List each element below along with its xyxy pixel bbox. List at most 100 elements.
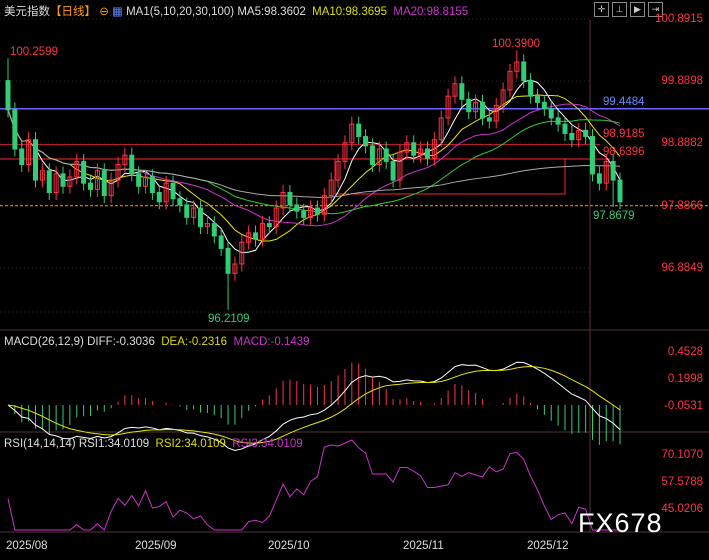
candle [397,151,403,181]
candle [129,154,135,175]
fit-icon[interactable]: ⊥ [612,2,627,17]
candle [576,129,582,141]
annotation-high-left: 100.2599 [10,46,58,58]
date-tick: 2025/12 [527,540,569,552]
candle [108,179,114,197]
candle [19,148,25,166]
macd-tick: -0.0531 [663,400,703,412]
candle [184,204,190,218]
candle [156,191,162,203]
candle [521,61,527,82]
candle [479,101,485,119]
candle [149,176,155,193]
candle [321,195,327,215]
candle [459,83,465,100]
candle [225,247,231,274]
ma5-value: MA5:98.3602 [237,6,306,18]
candle [287,191,293,206]
candle [562,123,568,134]
macd-value: MACD:-0.1439 [233,336,310,348]
candle [143,176,149,187]
candle [273,207,279,228]
candle [198,207,204,228]
rsi1: RSI1:34.0109 [78,438,150,450]
candle [177,198,183,206]
candle [26,139,32,166]
candle [53,173,59,193]
red-level-1-label: 98.9185 [603,128,645,140]
candle [239,241,245,265]
period-label[interactable]: 【日线】 [50,6,96,18]
rsi3: RSI3:34.0109 [232,438,303,450]
candle [74,160,80,178]
date-tick: 2025/09 [135,540,177,552]
candle [363,136,369,147]
candle [473,101,479,113]
candle [541,101,547,110]
ma20-line [7,103,621,227]
macd-label: MACD(26,12,9) [4,336,84,348]
candle [94,170,100,190]
candle [218,235,224,249]
candle [12,109,18,150]
candle [204,223,210,228]
macd-diff: DIFF:-0.3036 [87,336,155,348]
candle [418,148,424,156]
macd-tick: 0.1998 [667,373,703,385]
ma20-value: MA20:98.8155 [393,6,469,18]
rsi-line [7,439,620,531]
candle [404,142,410,153]
candle [232,263,238,274]
candle [280,191,286,209]
annotation-recent-low: 97.8679 [593,210,635,222]
red-box [334,158,566,195]
candle [60,173,66,187]
ma-label: MA1(5,10,20,30,100) [126,6,235,18]
price-tick: 98.8882 [661,137,703,149]
candle [349,123,355,144]
candle [335,160,341,181]
annotation-low: 96.2109 [208,313,250,325]
candle [569,132,575,141]
candle [376,148,382,166]
candle [507,70,513,91]
date-tick: 2025/11 [403,540,444,552]
candle [88,182,94,190]
candle [534,95,540,103]
rsi-tick: 70.1070 [661,449,703,461]
candle [136,173,142,187]
candle [596,173,602,184]
candle [191,207,197,218]
candle [583,129,589,138]
candle [500,89,506,106]
candle [589,136,595,175]
candle [122,154,128,166]
date-tick: 2025/10 [268,540,310,552]
candle [301,210,307,218]
candle [314,207,320,215]
settings-icon[interactable]: ⊖ [96,6,113,18]
candle [294,204,300,212]
candle [555,117,561,125]
candle [603,160,609,184]
candle [67,176,73,187]
candle [308,207,314,218]
diff-line [7,361,621,452]
candle [246,232,252,243]
price-tick: 96.8849 [661,262,703,274]
red-level-2-label: 98.6396 [603,146,645,158]
indicator-icon[interactable]: ▦ [112,6,127,18]
price-tick: 97.8866 [661,200,703,212]
play-icon[interactable]: ▶ [630,2,645,17]
annotation-high-right: 100.3900 [492,38,540,50]
ma5-line [7,79,621,254]
candle [466,98,472,113]
candle [356,123,362,138]
crosshair-icon[interactable]: ✛ [594,2,609,17]
candle [342,142,348,162]
candle [81,160,87,184]
ma10-line [7,94,621,242]
rsi-label: RSI(14,14,14) [4,438,76,450]
next-icon[interactable]: ⇥ [648,2,663,17]
